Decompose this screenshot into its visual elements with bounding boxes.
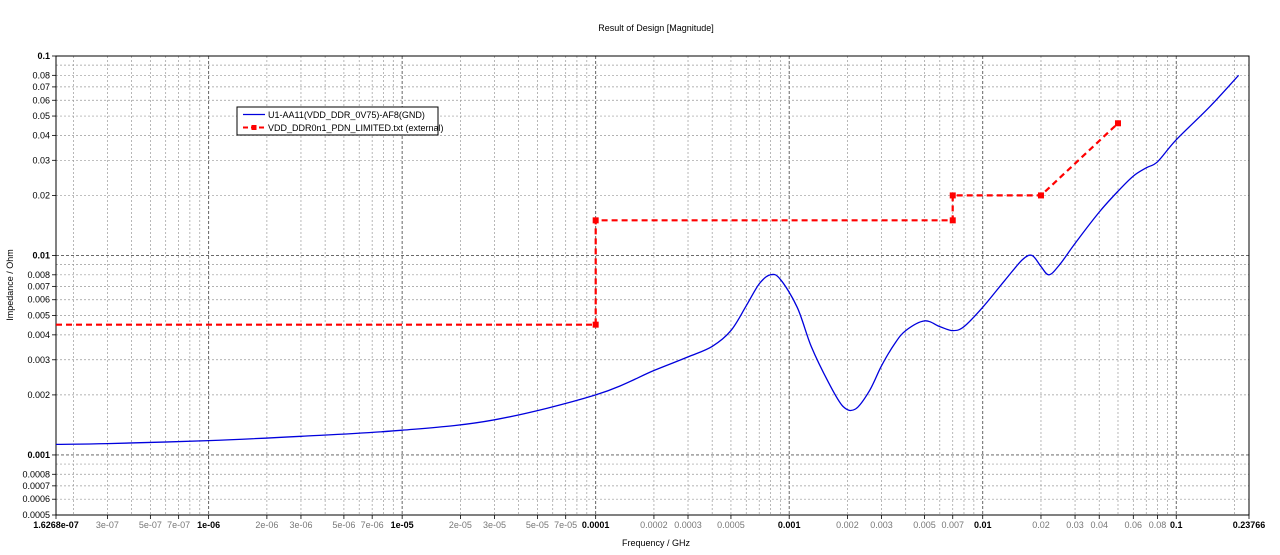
y-tick-label: 0.03 [32, 155, 50, 165]
plot-area [56, 56, 1249, 515]
x-tick-label: 0.01 [974, 520, 992, 530]
x-tick-label: 0.04 [1090, 520, 1108, 530]
x-tick-label: 0.001 [778, 520, 801, 530]
grid [56, 56, 1249, 515]
y-tick-label: 0.003 [27, 355, 50, 365]
x-tick-label: 1e-06 [197, 520, 220, 530]
legend-label-series-1: U1-AA11(VDD_DDR_0V75)-AF8(GND) [268, 110, 425, 120]
y-tick-label: 0.1 [37, 51, 50, 61]
y-tick-label: 0.06 [32, 95, 50, 105]
series-2-marker [592, 217, 599, 224]
x-tick-label: 0.005 [913, 520, 936, 530]
x-tick-label: 0.02 [1032, 520, 1050, 530]
x-tick-label: 7e-06 [361, 520, 384, 530]
y-axis-label: Impedance / Ohm [5, 249, 15, 321]
y-tick-label: 0.005 [27, 311, 50, 321]
x-tick-label: 0.08 [1149, 520, 1167, 530]
x-tick-label: 3e-05 [483, 520, 506, 530]
y-tick-label: 0.02 [32, 190, 50, 200]
y-tick-label: 0.01 [32, 250, 50, 260]
x-tick-label: 0.003 [870, 520, 893, 530]
legend: U1-AA11(VDD_DDR_0V75)-AF8(GND) VDD_DDR0n… [236, 106, 444, 136]
x-axis-ticks: 3e-07 5e-07 7e-07 2e-06 3e-06 5e-06 7e-06 2e-05… [33, 515, 1265, 530]
y-tick-label: 0.008 [27, 270, 50, 280]
series-2-marker [949, 217, 956, 224]
x-tick-label: 3e-06 [289, 520, 312, 530]
x-tick-label: 0.1 [1170, 520, 1183, 530]
chart-title: Result of Design [Magnitude] [598, 23, 714, 33]
x-tick-label: 0.002 [836, 520, 859, 530]
x-tick-label: 2e-05 [449, 520, 472, 530]
y-tick-label: 0.006 [27, 295, 50, 305]
series-2-marker [1037, 192, 1044, 199]
y-axis-ticks: 0.1 0.08 0.07 0.06 0.05 0.04 0.03 0.02 0.01 0.008… [22, 51, 56, 520]
legend-marker-series-2 [251, 125, 257, 130]
plot-frame [55, 55, 1250, 516]
x-tick-label: 5e-06 [332, 520, 355, 530]
x-tick-label: 0.06 [1125, 520, 1143, 530]
y-tick-label: 0.07 [32, 82, 50, 92]
x-tick-label: 5e-05 [526, 520, 549, 530]
y-tick-label: 0.004 [27, 330, 50, 340]
x-tick-label: 0.0002 [640, 520, 668, 530]
x-tick-label: 1e-05 [391, 520, 414, 530]
x-tick-label: 7e-05 [554, 520, 577, 530]
x-tick-label: 0.0003 [674, 520, 702, 530]
x-tick-label: 0.03 [1066, 520, 1084, 530]
y-tick-label: 0.0008 [22, 469, 50, 479]
legend-label-series-2: VDD_DDR0n1_PDN_LIMITED.txt (external) [268, 123, 444, 133]
series-2-marker [1114, 120, 1121, 127]
series-layer [55, 74, 1240, 446]
y-tick-label: 0.08 [32, 70, 50, 80]
series-line-1 [55, 74, 1240, 446]
y-tick-label: 0.001 [27, 450, 50, 460]
x-tick-label: 5e-07 [139, 520, 162, 530]
series-2-marker [592, 321, 599, 328]
x-tick-label: 2e-06 [255, 520, 278, 530]
y-tick-label: 0.04 [32, 130, 50, 140]
y-tick-label: 0.05 [32, 111, 50, 121]
x-tick-label: 0.23766 [1233, 520, 1266, 530]
y-tick-label: 0.007 [27, 281, 50, 291]
y-tick-label: 0.0007 [22, 481, 50, 491]
x-tick-label: 3e-07 [96, 520, 119, 530]
x-tick-label: 7e-07 [167, 520, 190, 530]
x-tick-label: 0.007 [941, 520, 964, 530]
y-tick-label: 0.0005 [22, 510, 50, 520]
y-tick-label: 0.0006 [22, 494, 50, 504]
y-tick-label: 0.002 [27, 390, 50, 400]
x-tick-label: 0.0005 [717, 520, 745, 530]
series-2-marker [949, 192, 956, 199]
x-axis-label: Frequency / GHz [622, 538, 691, 548]
x-tick-label: 1.6268e-07 [33, 520, 79, 530]
legend-box [236, 106, 439, 136]
x-tick-label: 0.0001 [582, 520, 610, 530]
